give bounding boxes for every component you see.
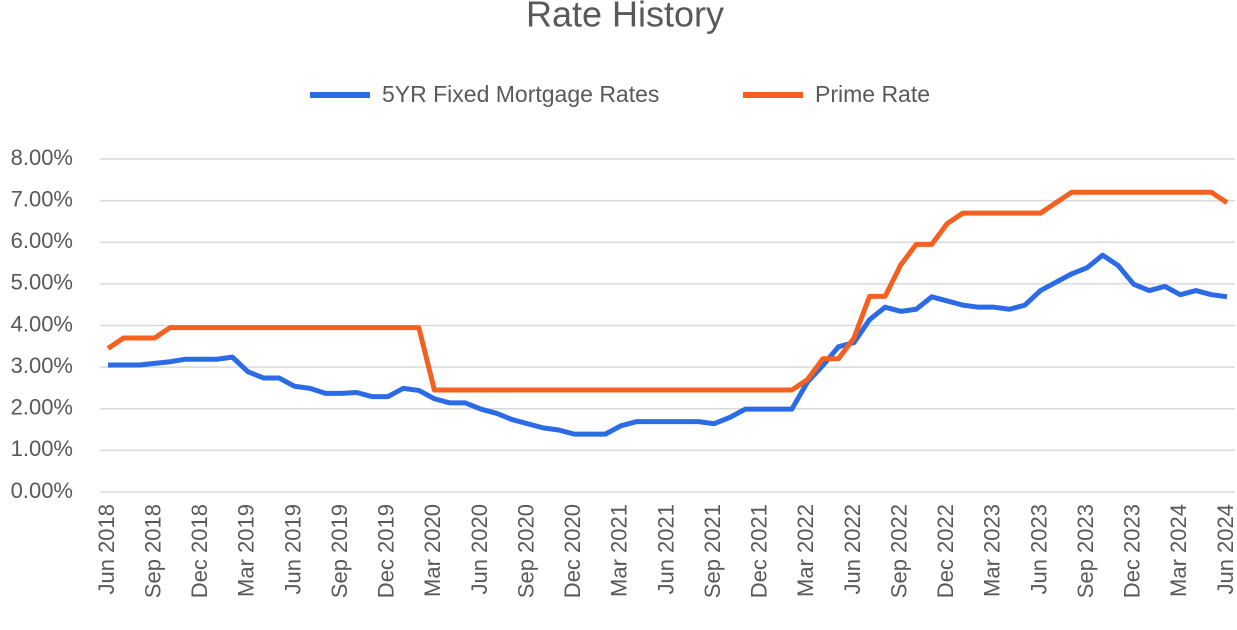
x-tick-label: Dec 2019 — [374, 504, 399, 598]
x-tick-label: Jun 2022 — [840, 504, 865, 595]
y-tick-label: 5.00% — [11, 270, 73, 295]
x-tick-label: Dec 2018 — [187, 504, 212, 598]
x-tick-label: Jun 2024 — [1213, 504, 1237, 595]
line-series — [106, 189, 1229, 393]
y-tick-label: 6.00% — [11, 228, 73, 253]
y-tick-label: 3.00% — [11, 353, 73, 378]
x-tick-label: Dec 2023 — [1120, 504, 1145, 598]
y-tick-label: 2.00% — [11, 395, 73, 420]
x-tick-label: Sep 2018 — [140, 504, 165, 598]
y-tick-label: 8.00% — [11, 145, 73, 170]
y-tick-label: 0.00% — [11, 478, 73, 503]
x-tick-label: Sep 2023 — [1073, 504, 1098, 598]
x-tick-label: Jun 2018 — [94, 504, 119, 595]
chart-title: Rate History — [526, 0, 724, 35]
legend-label: Prime Rate — [815, 81, 930, 107]
line-series — [108, 252, 1228, 437]
x-tick-label: Mar 2023 — [980, 504, 1005, 597]
y-tick-label: 1.00% — [11, 436, 73, 461]
x-tick-label: Mar 2024 — [1166, 504, 1191, 597]
x-tick-label: Dec 2020 — [560, 504, 585, 598]
x-tick-label: Jun 2019 — [280, 504, 305, 595]
x-tick-label: Sep 2021 — [700, 504, 725, 598]
x-tick-label: Mar 2020 — [420, 504, 445, 597]
x-tick-label: Dec 2021 — [747, 504, 772, 598]
x-tick-label: Dec 2022 — [933, 504, 958, 598]
x-tick-label: Mar 2021 — [607, 504, 632, 597]
x-tick-label: Sep 2020 — [513, 504, 538, 598]
y-tick-label: 4.00% — [11, 311, 73, 336]
x-tick-label: Jun 2021 — [653, 504, 678, 595]
x-tick-label: Mar 2022 — [793, 504, 818, 597]
y-tick-label: 7.00% — [11, 186, 73, 211]
legend-label: 5YR Fixed Mortgage Rates — [382, 81, 659, 107]
x-tick-label: Jun 2020 — [467, 504, 492, 595]
x-tick-label: Sep 2022 — [886, 504, 911, 598]
x-tick-label: Jun 2023 — [1026, 504, 1051, 595]
x-tick-label: Mar 2019 — [234, 504, 259, 597]
x-tick-label: Sep 2019 — [327, 504, 352, 598]
